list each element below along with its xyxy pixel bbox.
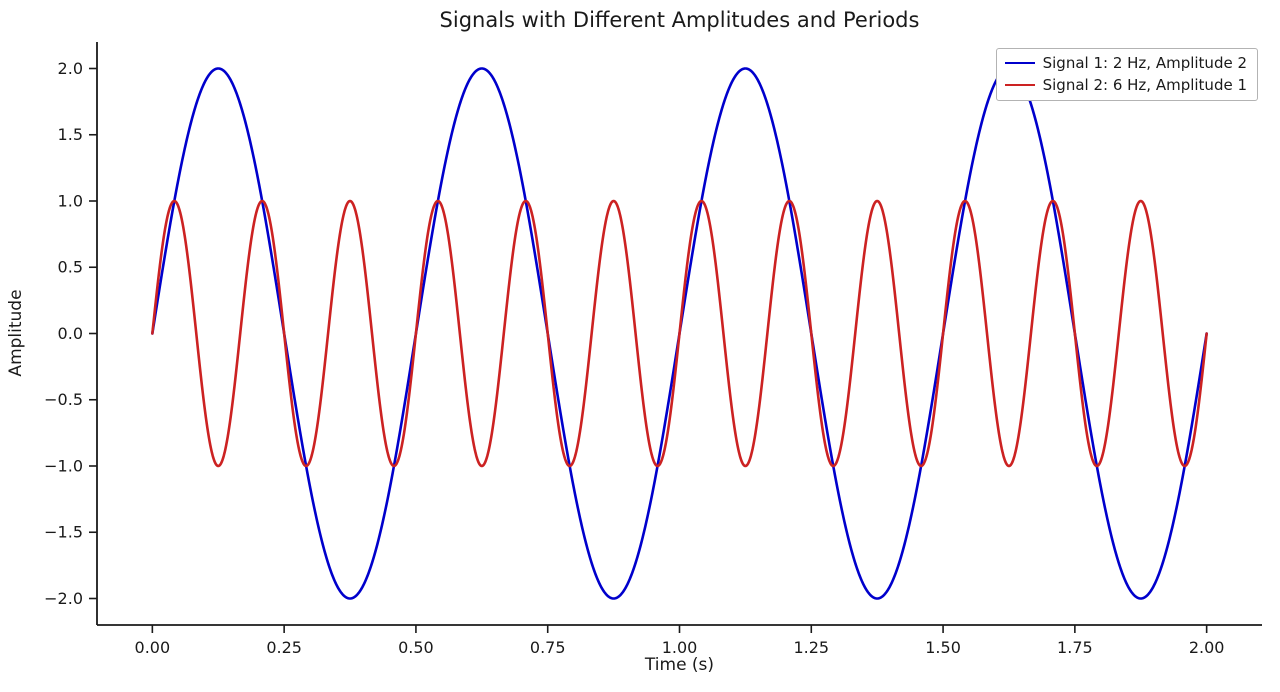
- y-tick-label: −0.5: [44, 390, 83, 409]
- legend-label-signal1: Signal 1: 2 Hz, Amplitude 2: [1042, 54, 1247, 72]
- legend-line-signal1-icon: [1004, 61, 1035, 65]
- legend-line-signal2-icon: [1004, 83, 1035, 87]
- x-tick-label: 1.00: [662, 638, 698, 657]
- x-tick-label: 1.50: [925, 638, 961, 657]
- y-tick-label: −1.0: [44, 456, 83, 475]
- x-tick-label: 0.75: [530, 638, 566, 657]
- x-tick-label: 0.50: [398, 638, 434, 657]
- x-tick-label: 2.00: [1189, 638, 1225, 657]
- x-tick-label: 1.75: [1057, 638, 1093, 657]
- y-tick-label: 0.5: [58, 258, 83, 277]
- x-axis-label: Time (s): [644, 655, 715, 675]
- y-tick-label: 0.0: [58, 324, 83, 343]
- y-axis-label: Amplitude: [6, 289, 26, 377]
- legend-label-signal2: Signal 2: 6 Hz, Amplitude 1: [1042, 76, 1247, 94]
- chart-title: Signals with Different Amplitudes and Pe…: [439, 8, 920, 32]
- legend: Signal 1: 2 Hz, Amplitude 2 Signal 2: 6 …: [995, 48, 1258, 101]
- y-tick-label: −2.0: [44, 589, 83, 608]
- series-line-2: [151, 199, 1208, 468]
- y-tick-label: 1.0: [58, 191, 83, 210]
- y-tick-label: −1.5: [44, 523, 83, 542]
- x-tick-label: 0.25: [266, 638, 302, 657]
- y-tick-label: 2.0: [58, 59, 83, 78]
- y-tick-label: 1.5: [58, 125, 83, 144]
- legend-item-signal2: Signal 2: 6 Hz, Amplitude 1: [1004, 76, 1247, 94]
- x-tick-label: 1.25: [793, 638, 829, 657]
- legend-item-signal1: Signal 1: 2 Hz, Amplitude 2: [1004, 54, 1247, 72]
- x-tick-label: 0.00: [135, 638, 171, 657]
